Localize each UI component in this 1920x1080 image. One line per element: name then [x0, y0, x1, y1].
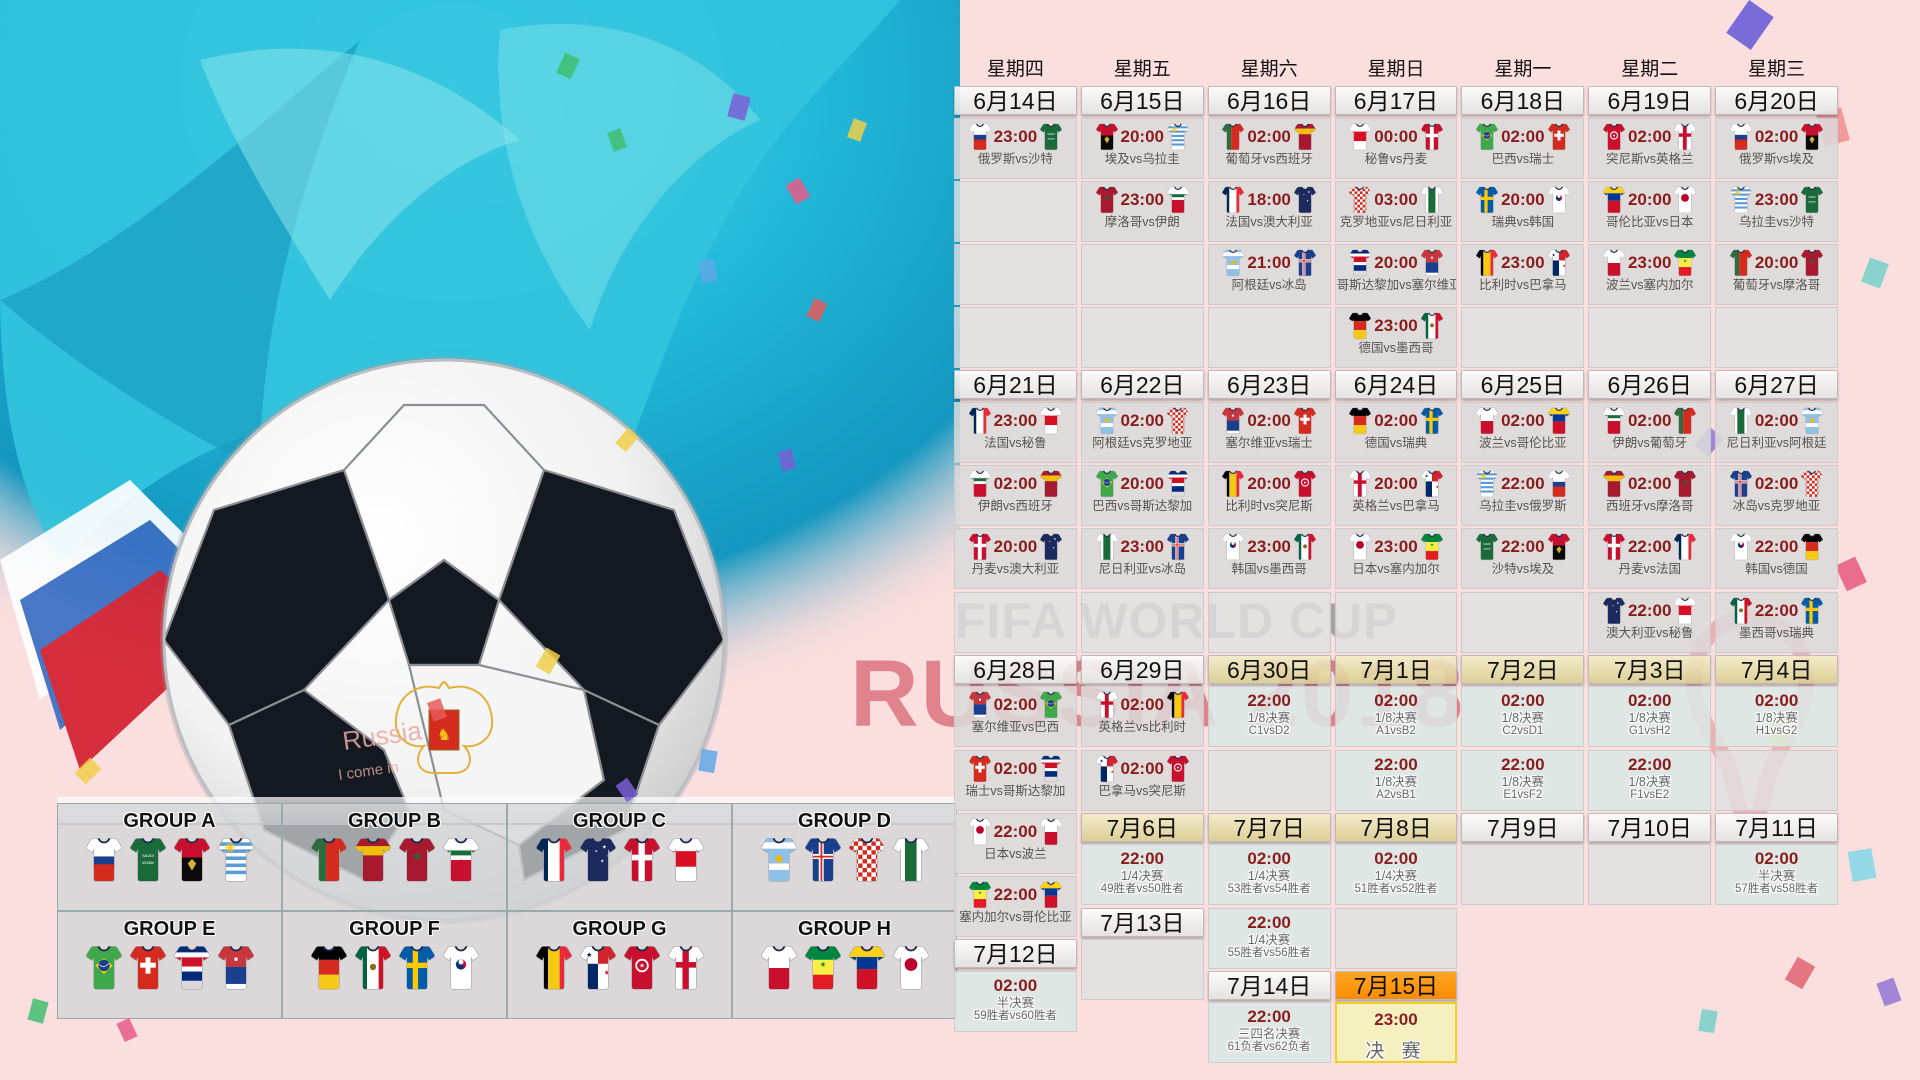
svg-text:☪: ☪ — [457, 858, 464, 867]
svg-text:SAUDI: SAUDI — [1809, 196, 1817, 199]
svg-text:ARABIA: ARABIA — [142, 861, 155, 865]
svg-text:SAUDI: SAUDI — [1048, 133, 1056, 136]
svg-text:♞: ♞ — [437, 727, 451, 744]
svg-text:SAUDI: SAUDI — [142, 853, 154, 858]
svg-text:SAUDI: SAUDI — [1483, 543, 1491, 546]
